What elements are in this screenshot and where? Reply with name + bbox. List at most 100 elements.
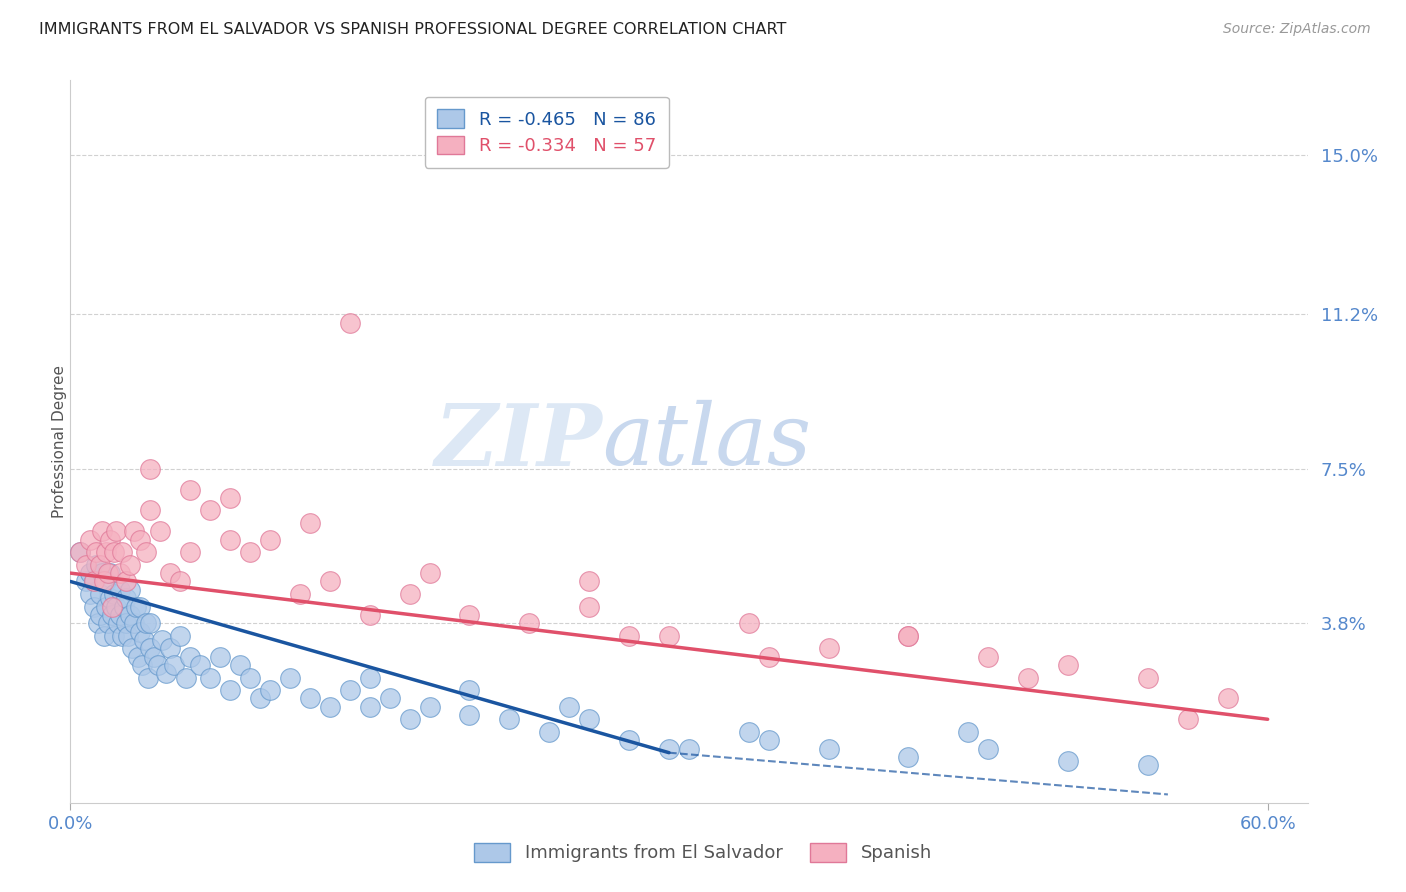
Point <box>617 629 640 643</box>
Point <box>319 699 342 714</box>
Point <box>957 724 980 739</box>
Point <box>578 599 600 614</box>
Point <box>134 632 156 647</box>
Point <box>115 591 138 606</box>
Point <box>83 599 105 614</box>
Point <box>1057 754 1080 768</box>
Point <box>79 587 101 601</box>
Point <box>249 691 271 706</box>
Point <box>758 733 780 747</box>
Point <box>97 566 120 580</box>
Point <box>229 657 252 672</box>
Point <box>103 587 125 601</box>
Point <box>398 587 420 601</box>
Point <box>219 491 242 505</box>
Point <box>398 712 420 726</box>
Point <box>897 629 920 643</box>
Point <box>1177 712 1199 726</box>
Point <box>97 616 120 631</box>
Point <box>125 599 148 614</box>
Point <box>96 545 118 559</box>
Point <box>143 649 166 664</box>
Point <box>578 574 600 589</box>
Point <box>139 503 162 517</box>
Point <box>87 616 110 631</box>
Point <box>174 671 197 685</box>
Point <box>139 616 162 631</box>
Point <box>188 657 211 672</box>
Point <box>259 533 281 547</box>
Point <box>378 691 401 706</box>
Legend: Immigrants from El Salvador, Spanish: Immigrants from El Salvador, Spanish <box>467 836 939 870</box>
Point <box>159 641 181 656</box>
Point <box>89 558 111 572</box>
Point <box>319 574 342 589</box>
Point <box>135 616 157 631</box>
Point <box>135 545 157 559</box>
Point <box>418 566 440 580</box>
Point <box>117 629 139 643</box>
Point <box>897 749 920 764</box>
Point <box>418 699 440 714</box>
Point <box>617 733 640 747</box>
Point <box>163 657 186 672</box>
Text: ZIP: ZIP <box>434 400 602 483</box>
Point <box>69 545 91 559</box>
Point <box>96 599 118 614</box>
Point <box>1216 691 1239 706</box>
Text: Source: ZipAtlas.com: Source: ZipAtlas.com <box>1223 22 1371 37</box>
Point <box>108 566 131 580</box>
Point <box>977 741 1000 756</box>
Point <box>79 566 101 580</box>
Text: IMMIGRANTS FROM EL SALVADOR VS SPANISH PROFESSIONAL DEGREE CORRELATION CHART: IMMIGRANTS FROM EL SALVADOR VS SPANISH P… <box>39 22 787 37</box>
Point <box>208 649 231 664</box>
Point <box>1017 671 1039 685</box>
Point <box>678 741 700 756</box>
Point <box>122 524 145 539</box>
Point <box>169 574 191 589</box>
Point <box>105 524 128 539</box>
Point <box>897 629 920 643</box>
Point <box>91 566 114 580</box>
Point <box>139 461 162 475</box>
Point <box>69 545 91 559</box>
Point <box>179 545 201 559</box>
Point <box>578 712 600 726</box>
Point <box>146 657 169 672</box>
Point <box>198 671 221 685</box>
Point <box>105 599 128 614</box>
Point <box>758 649 780 664</box>
Legend: R = -0.465   N = 86, R = -0.334   N = 57: R = -0.465 N = 86, R = -0.334 N = 57 <box>425 96 669 168</box>
Point <box>179 649 201 664</box>
Point <box>558 699 581 714</box>
Point <box>93 574 115 589</box>
Point <box>359 671 381 685</box>
Point <box>339 683 361 698</box>
Point <box>458 708 481 723</box>
Point <box>458 607 481 622</box>
Point <box>259 683 281 698</box>
Point <box>179 483 201 497</box>
Point <box>298 691 321 706</box>
Point <box>169 629 191 643</box>
Point <box>198 503 221 517</box>
Point <box>498 712 520 726</box>
Point <box>96 574 118 589</box>
Point <box>112 599 135 614</box>
Point <box>115 574 138 589</box>
Point <box>359 699 381 714</box>
Point <box>139 641 162 656</box>
Point <box>98 566 121 580</box>
Point <box>219 683 242 698</box>
Point <box>288 587 311 601</box>
Point <box>107 616 129 631</box>
Point <box>84 558 107 572</box>
Point <box>83 574 105 589</box>
Point <box>111 545 134 559</box>
Point <box>120 582 142 597</box>
Point <box>738 724 761 739</box>
Point <box>93 629 115 643</box>
Point <box>131 657 153 672</box>
Point <box>120 607 142 622</box>
Point <box>658 629 681 643</box>
